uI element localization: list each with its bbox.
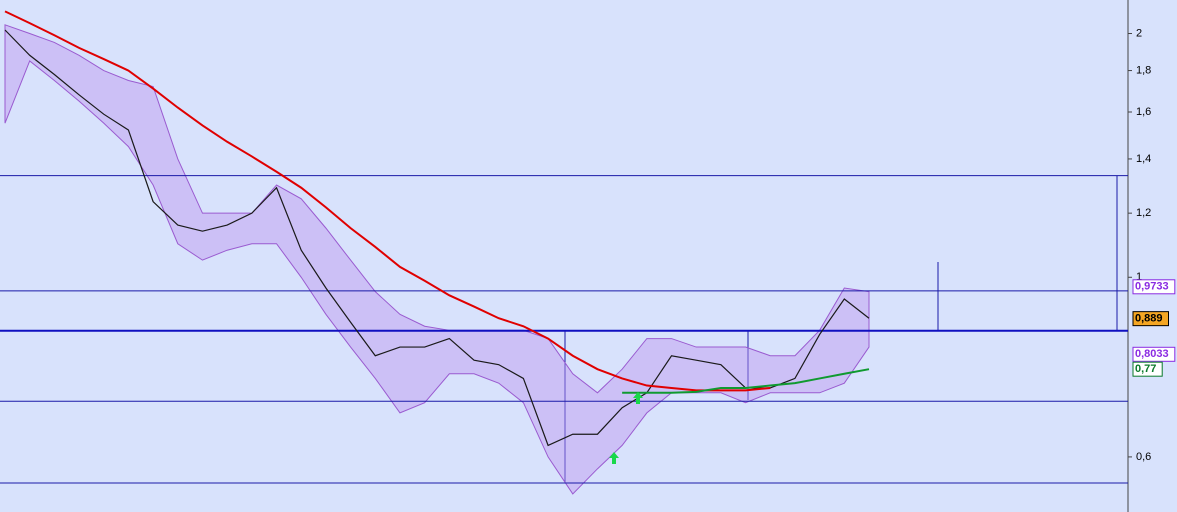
y-tick-label: 0,6 <box>1136 451 1151 463</box>
y-tick-label: 2 <box>1136 27 1142 39</box>
price-label-box <box>1132 361 1163 377</box>
series-line <box>4 29 870 447</box>
bollinger-band <box>4 24 870 495</box>
signal-arrow <box>609 452 619 464</box>
price-label: 0,8033 <box>1135 348 1169 360</box>
y-tick-label: 1,8 <box>1136 64 1151 76</box>
price-label: 0,9733 <box>1135 281 1169 293</box>
y-tick-label: 1,4 <box>1136 153 1151 165</box>
y-tick-label: 1,2 <box>1136 207 1151 219</box>
price-label: 0,889 <box>1135 313 1163 325</box>
price-label-box <box>1132 311 1169 327</box>
y-tick-label: 1,6 <box>1136 106 1151 118</box>
series-line <box>4 10 771 392</box>
price-label: 0,77 <box>1135 363 1156 375</box>
y-tick-label: 1 <box>1136 271 1142 283</box>
price-label-box <box>1132 346 1176 362</box>
series-line <box>622 368 870 394</box>
signal-arrow <box>633 392 643 404</box>
price-label-box <box>1132 279 1176 295</box>
plot <box>0 10 1128 495</box>
